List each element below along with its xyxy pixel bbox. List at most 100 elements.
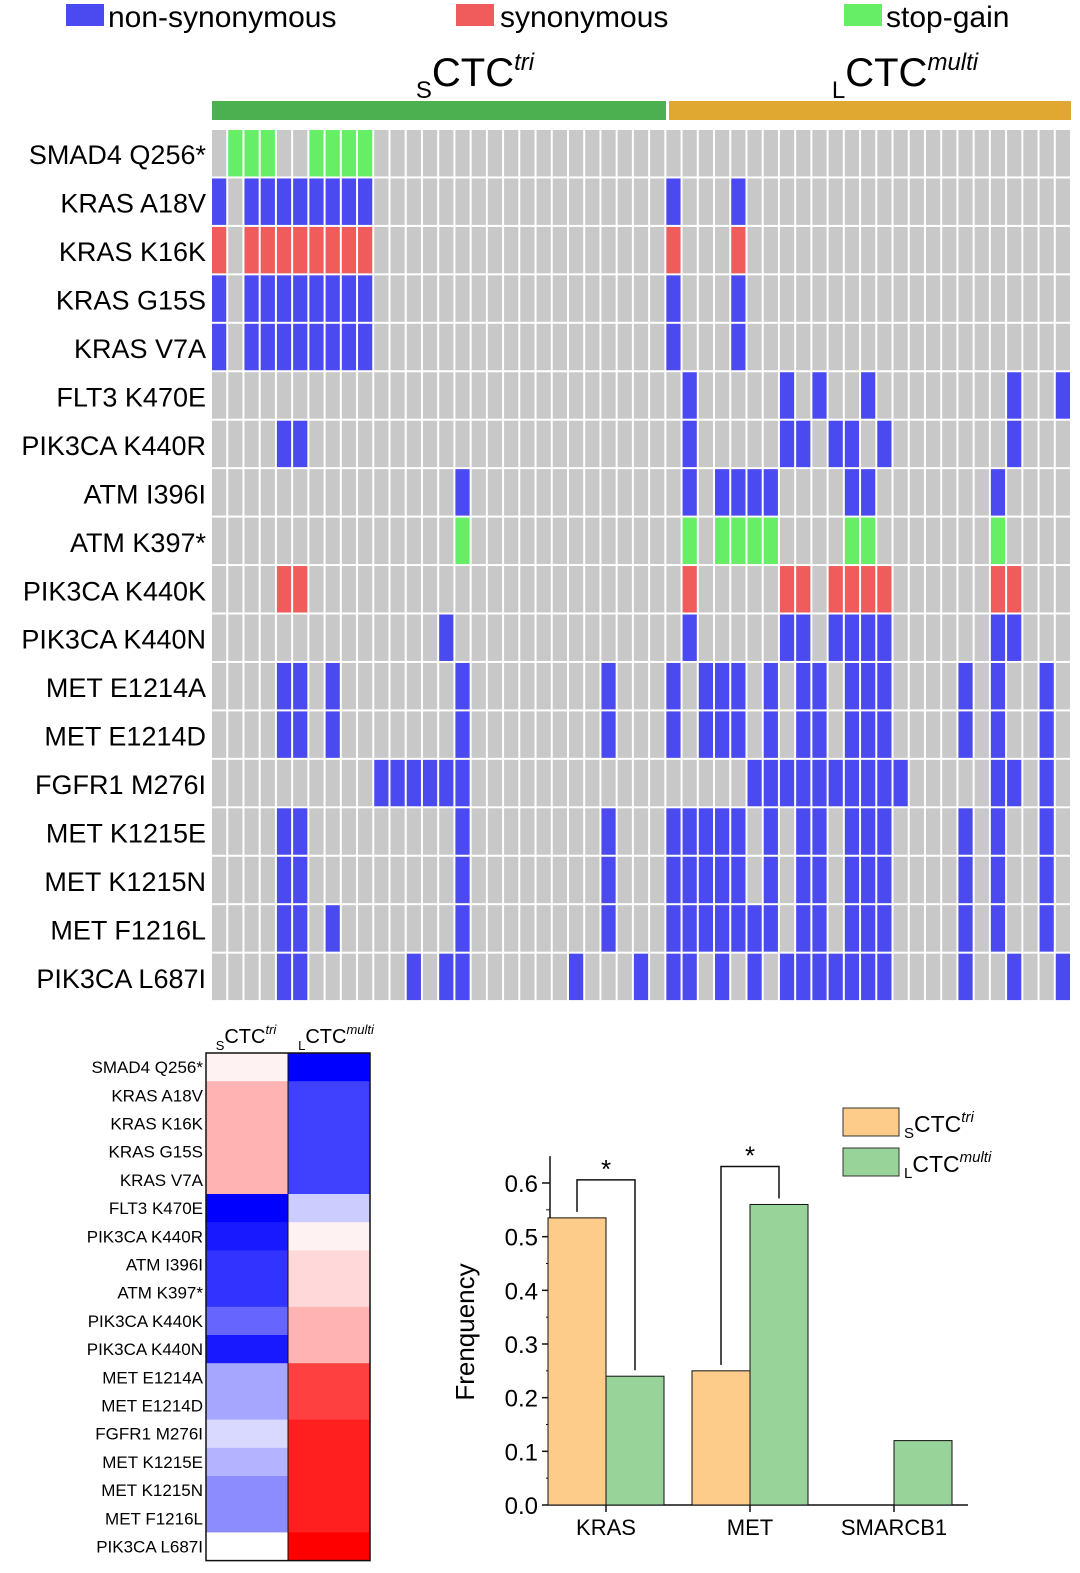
- matrix-cell: [763, 178, 778, 225]
- matrix-cell: [455, 662, 470, 710]
- matrix-cell: [358, 323, 373, 371]
- matrix-cell: [471, 275, 486, 322]
- matrix-cell: [422, 420, 438, 468]
- matrix-cell: [358, 226, 373, 274]
- matrix-cell: [585, 614, 600, 661]
- matrix-cell: [325, 226, 340, 274]
- matrix-cell: [698, 420, 714, 468]
- matrix-cell: [861, 517, 876, 565]
- matrix-cell: [228, 323, 243, 371]
- matrix-cell: [617, 856, 632, 904]
- matrix-cell: [552, 226, 567, 274]
- matrix-cell: [341, 711, 357, 758]
- matrix-cell: [763, 759, 778, 807]
- matrix-cell: [1023, 130, 1038, 177]
- svg-text:SCTCtri: SCTCtri: [216, 1022, 278, 1053]
- matrix-cell: [698, 905, 714, 952]
- frequency-bar-chart: 0.0 0.1 0.2 0.3 0.4 0.5 0.6 Frenquency KRAS MET SM…: [450, 1140, 968, 1540]
- matrix-cell: [828, 372, 843, 419]
- matrix-cell: [504, 662, 519, 710]
- matrix-cell: [585, 323, 600, 371]
- matrix-cell: [990, 469, 1006, 516]
- matrix-cell: [1039, 323, 1054, 371]
- matrix-cell: [406, 372, 421, 419]
- matrix-cell: [828, 178, 843, 225]
- matrix-cell: [228, 178, 243, 225]
- matrix-cell: [828, 275, 843, 322]
- matrix-cell: [325, 372, 340, 419]
- matrix-cell: [682, 953, 697, 1001]
- matrix-cell: [552, 759, 567, 807]
- matrix-cell: [439, 662, 454, 710]
- matrix-cell: [731, 275, 746, 322]
- legend-swatch-synonymous: [456, 4, 494, 26]
- matrix-cell: [585, 372, 600, 419]
- matrix-cell: [439, 759, 454, 807]
- matrix-cell: [796, 178, 811, 225]
- matrix-cell: [422, 566, 438, 613]
- significance-star: *: [745, 1140, 755, 1170]
- matrix-cell: [747, 711, 762, 758]
- matrix-row-label-smad4-q256: SMAD4 Q256*: [29, 140, 207, 170]
- bar-met-sctctri: [691, 1370, 751, 1506]
- matrix-cell: [877, 420, 892, 468]
- matrix-cell: [406, 905, 421, 952]
- matrix-cell: [390, 420, 405, 468]
- matrix-cell: [925, 905, 941, 952]
- matrix-row-label-met-e1214d: MET E1214D: [44, 722, 206, 752]
- matrix-cell: [536, 420, 551, 468]
- legend-swatch-stop-gain: [844, 4, 882, 26]
- matrix-cell: [844, 420, 860, 468]
- matrix-cell: [487, 372, 503, 419]
- matrix-cell: [779, 662, 795, 710]
- heat-col1-main: CTC: [224, 1026, 265, 1048]
- matrix-cell: [731, 130, 746, 177]
- matrix-cell: [942, 953, 957, 1001]
- matrix-cell: [666, 614, 681, 661]
- matrix-cell: [909, 808, 924, 855]
- matrix-cell: [1055, 808, 1070, 855]
- matrix-cell: [536, 711, 551, 758]
- matrix-cell: [260, 953, 275, 1001]
- matrix-cell: [828, 953, 843, 1001]
- matrix-cell: [406, 759, 421, 807]
- bar-legend-swatch-sctc: [842, 1107, 900, 1137]
- matrix-cell: [244, 178, 259, 225]
- matrix-cell: [763, 226, 778, 274]
- matrix-cell: [779, 323, 795, 371]
- matrix-cell: [276, 323, 292, 371]
- matrix-cell: [552, 469, 567, 516]
- matrix-cell: [422, 226, 438, 274]
- matrix-cell: [715, 905, 730, 952]
- matrix-cell: [276, 614, 292, 661]
- matrix-cell: [536, 566, 551, 613]
- matrix-cell: [228, 759, 243, 807]
- matrix-cell: [747, 614, 762, 661]
- matrix-cell: [358, 130, 373, 177]
- matrix-cell: [942, 178, 957, 225]
- matrix-cell: [698, 662, 714, 710]
- matrix-cell: [536, 275, 551, 322]
- matrix-cell: [471, 226, 486, 274]
- matrix-cell: [406, 469, 421, 516]
- matrix-cell: [212, 323, 227, 371]
- matrix-cell: [650, 323, 665, 371]
- bar-kras-sctctri: [547, 1217, 607, 1506]
- matrix-cell: [504, 275, 519, 322]
- matrix-cell: [471, 178, 486, 225]
- matrix-cell: [925, 275, 941, 322]
- matrix-cell: [293, 420, 308, 468]
- matrix-cell: [893, 469, 908, 516]
- matrix-cell: [471, 566, 486, 613]
- matrix-cell: [844, 566, 860, 613]
- matrix-cell: [731, 856, 746, 904]
- heat-cell: [206, 1476, 288, 1505]
- matrix-cell: [861, 130, 876, 177]
- matrix-cell: [633, 856, 649, 904]
- matrix-cell: [585, 662, 600, 710]
- matrix-cell: [828, 517, 843, 565]
- matrix-cell: [244, 808, 259, 855]
- matrix-cell: [747, 808, 762, 855]
- matrix-cell: [715, 953, 730, 1001]
- matrix-cell: [504, 469, 519, 516]
